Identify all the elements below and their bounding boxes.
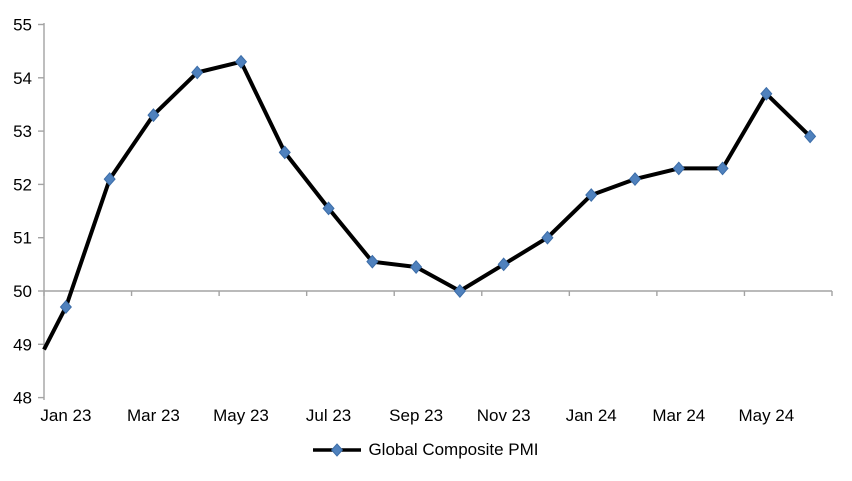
y-tick-label: 51 [13,229,32,248]
data-point-marker [278,145,291,160]
y-tick-label: 50 [13,282,32,301]
y-tick-label: 49 [13,335,32,354]
x-tick-label: Mar 24 [652,406,705,425]
y-tick-label: 54 [13,69,32,88]
y-tick-label: 48 [13,389,32,408]
data-point-marker [497,257,510,272]
series-line [42,59,812,351]
y-tick-label: 55 [13,16,32,35]
x-tick-label: Sep 23 [389,406,443,425]
x-tick-label: Jan 23 [40,406,91,425]
data-point-marker [453,284,466,298]
data-point-marker [366,254,379,269]
data-point-marker [59,300,72,314]
data-point-marker [672,161,685,176]
data-point-marker [234,54,248,69]
y-tick-label: 53 [13,122,32,141]
y-tick-label: 52 [13,175,32,194]
legend-line-marker-icon [313,443,362,457]
x-tick-label: Mar 23 [127,406,180,425]
legend: Global Composite PMI [0,440,852,460]
data-point-marker [322,201,335,216]
data-point-marker [628,172,642,187]
data-point-marker [147,108,160,123]
legend-key-diamond [331,443,344,457]
data-point-marker [191,65,204,80]
data-point-marker [103,172,116,187]
x-tick-label: Jan 24 [566,406,617,425]
data-point-marker [760,86,773,101]
x-tick-label: Jul 23 [306,406,351,425]
data-point-marker [585,188,598,203]
x-tick-label: May 23 [213,406,269,425]
data-point-marker [541,230,554,245]
x-tick-label: May 24 [738,406,794,425]
x-tick-label: Nov 23 [477,406,531,425]
data-point-marker [716,161,729,176]
legend-series-label: Global Composite PMI [368,440,539,459]
data-point-marker [804,129,817,144]
data-point-marker [410,260,423,274]
